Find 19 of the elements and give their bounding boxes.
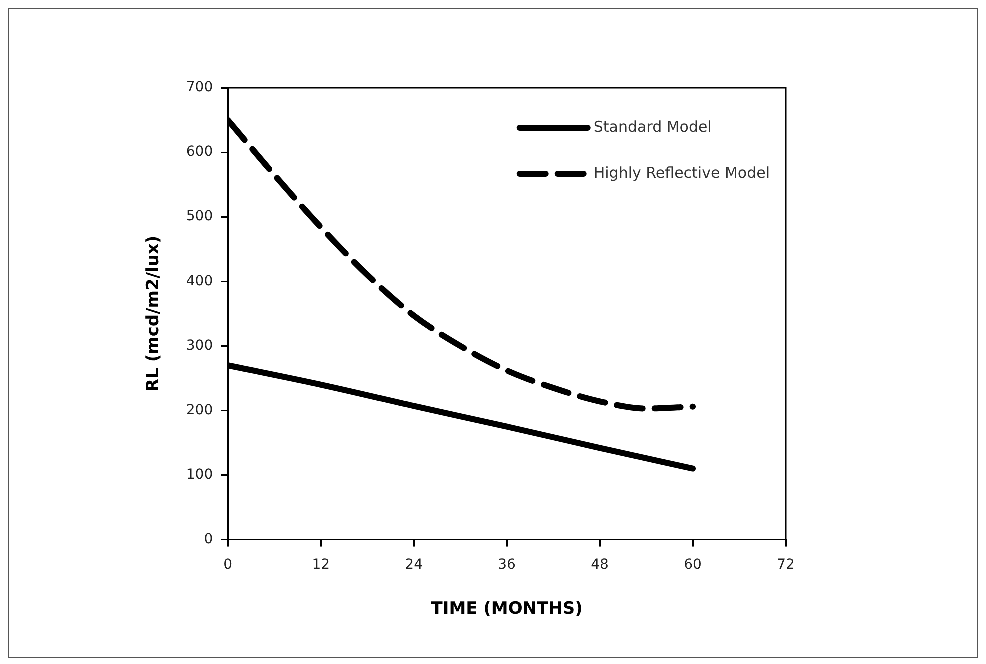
y-tick-label: 0 xyxy=(204,531,214,548)
y-tick-label: 700 xyxy=(186,80,214,96)
legend-label: Highly Reflective Model xyxy=(594,164,770,182)
x-tick-label: 72 xyxy=(777,556,795,573)
x-tick-label: 12 xyxy=(312,556,330,573)
y-tick-label: 200 xyxy=(186,402,214,418)
y-tick-label: 400 xyxy=(186,273,214,290)
y-axis-title: RL (mcd/m2/lux) xyxy=(144,236,164,392)
x-tick-label: 48 xyxy=(591,556,609,573)
y-tick-label: 600 xyxy=(186,144,214,160)
y-tick-label: 100 xyxy=(186,466,214,483)
x-tick-label: 24 xyxy=(405,556,424,573)
x-tick-label: 0 xyxy=(224,556,233,573)
x-axis-title: TIME (MONTHS) xyxy=(431,599,583,620)
legend-label: Standard Model xyxy=(594,118,712,136)
y-tick-label: 300 xyxy=(186,338,214,354)
y-tick-label: 500 xyxy=(186,208,214,225)
x-tick-label: 36 xyxy=(498,556,516,573)
x-tick-label: 60 xyxy=(684,556,702,573)
